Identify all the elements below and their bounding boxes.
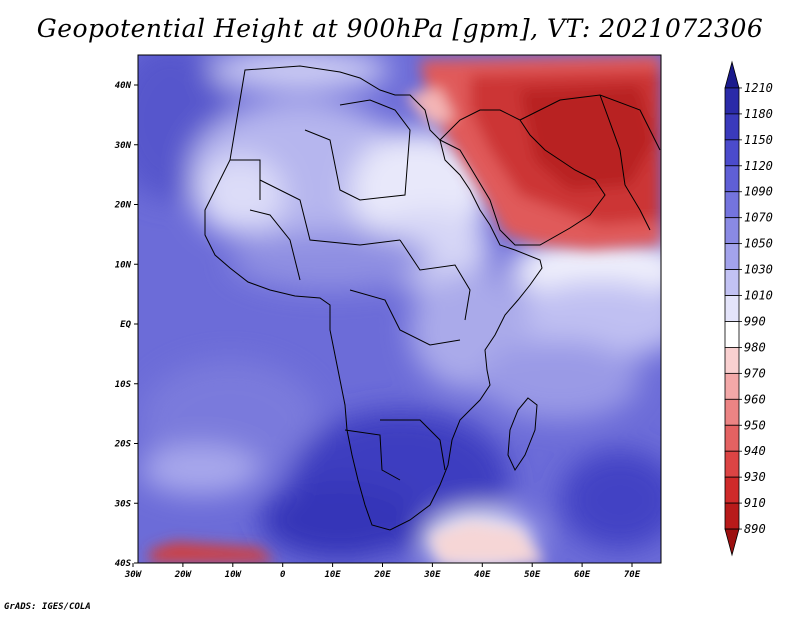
colorbar-label: 1090 — [744, 185, 773, 199]
colorbar-label: 980 — [744, 340, 766, 354]
lon-tick-label: 70E — [624, 570, 641, 580]
colorbar-label: 910 — [744, 496, 766, 510]
lon-tick-label: 10W — [225, 570, 243, 580]
lon-tick-label: 10E — [324, 570, 341, 580]
lat-tick-label: 20N — [114, 201, 132, 211]
lon-tick-label: 50E — [524, 570, 541, 580]
colorbar-swatch — [724, 321, 740, 348]
colorbar-label: 1180 — [744, 107, 773, 121]
height-field — [138, 55, 661, 563]
colorbar-bottom-arrow — [724, 528, 740, 557]
lon-tick-label: 20E — [373, 570, 391, 580]
colorbar-label: 950 — [744, 418, 766, 432]
lat-tick-label: 30S — [114, 499, 132, 509]
colorbar-label: 960 — [744, 392, 766, 406]
colorbar-label: 1120 — [744, 159, 773, 173]
map-frame — [137, 54, 662, 564]
lon-tick-label: 30E — [423, 570, 441, 580]
colorbar-swatch — [724, 372, 740, 400]
colorbar-swatch — [724, 139, 740, 167]
colorbar-label: 1210 — [744, 81, 773, 95]
lon-tick-label: 60E — [574, 570, 591, 580]
colorbar-swatch — [724, 165, 740, 193]
latitude-axis: 40N 30N 20N 10N EQ 10S 20S 30S 40S — [114, 81, 138, 569]
longitude-axis: 30W 20W 10W 0 10E 20E 30E 40E 50E 60E 70E — [124, 563, 641, 580]
colorbar-top-arrow — [724, 60, 740, 89]
colorbar-swatch — [724, 87, 740, 115]
lat-tick-label: 20S — [114, 440, 132, 450]
lon-tick-label: 0 — [280, 570, 286, 580]
chart-title: Geopotential Height at 900hPa [gpm], VT:… — [36, 14, 764, 43]
colorbar-label: 930 — [744, 470, 766, 484]
lat-tick-label: 10N — [115, 260, 132, 270]
colorbar-swatch — [724, 450, 740, 478]
colorbar-label: 990 — [744, 314, 766, 328]
colorbar-swatch — [724, 295, 740, 322]
coastlines — [204, 65, 661, 531]
colorbar-swatch — [724, 476, 740, 504]
colorbar-label: 1070 — [744, 211, 773, 225]
colorbar-label: 890 — [744, 522, 766, 536]
colorbar-label: 970 — [744, 366, 766, 380]
colorbar-swatch — [724, 217, 740, 245]
colorbar-label: 1030 — [744, 263, 773, 277]
lat-tick-label: 10S — [115, 380, 132, 390]
colorbar-swatch — [724, 424, 740, 452]
colorbar-swatch — [724, 398, 740, 426]
footer-credit: GrADS: IGES/COLA — [4, 602, 91, 612]
lat-tick-label: EQ — [120, 320, 131, 330]
colorbar-swatch — [724, 243, 740, 270]
colorbar-swatch — [724, 113, 740, 141]
lon-tick-label: 30W — [124, 570, 143, 580]
lat-tick-label: 40N — [115, 81, 132, 91]
colorbar-label: 1150 — [744, 133, 773, 147]
colorbar-label: 1050 — [744, 237, 773, 251]
lon-tick-label: 40E — [474, 570, 491, 580]
colorbar-label: 1010 — [744, 289, 773, 303]
colorbar-swatch — [724, 502, 740, 530]
colorbar-swatch — [724, 347, 740, 374]
colorbar: 1210 1180 1150 1120 1090 1070 1050 1030 1010 990 9… — [724, 60, 773, 557]
colorbar-swatch — [724, 191, 740, 219]
lat-tick-label: 30N — [114, 141, 132, 151]
colorbar-swatch — [724, 269, 740, 296]
lon-tick-label: 20W — [174, 570, 193, 580]
lat-tick-label: 40S — [115, 559, 132, 569]
colorbar-label: 940 — [744, 444, 766, 458]
